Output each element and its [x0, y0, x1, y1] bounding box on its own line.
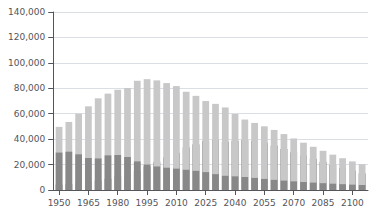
- svg-text:2040: 2040: [224, 198, 247, 208]
- svg-text:0: 0: [39, 185, 45, 195]
- svg-text:120,000: 120,000: [8, 32, 45, 42]
- svg-text:2100: 2100: [341, 198, 364, 208]
- svg-text:140,000: 140,000: [8, 7, 45, 17]
- svg-text:40,000: 40,000: [14, 134, 46, 144]
- svg-text:1980: 1980: [106, 198, 129, 208]
- svg-text:80,000: 80,000: [14, 83, 46, 93]
- svg-text:20,000: 20,000: [14, 160, 46, 170]
- svg-text:2070: 2070: [282, 198, 305, 208]
- svg-text:2055: 2055: [253, 198, 276, 208]
- svg-text:60,000: 60,000: [14, 109, 46, 119]
- svg-text:1965: 1965: [77, 198, 100, 208]
- svg-text:100,000: 100,000: [8, 58, 45, 68]
- svg-text:2010: 2010: [165, 198, 188, 208]
- svg-text:1995: 1995: [136, 198, 159, 208]
- svg-text:2085: 2085: [312, 198, 335, 208]
- svg-text:1950: 1950: [48, 198, 71, 208]
- svg-text:2025: 2025: [194, 198, 217, 208]
